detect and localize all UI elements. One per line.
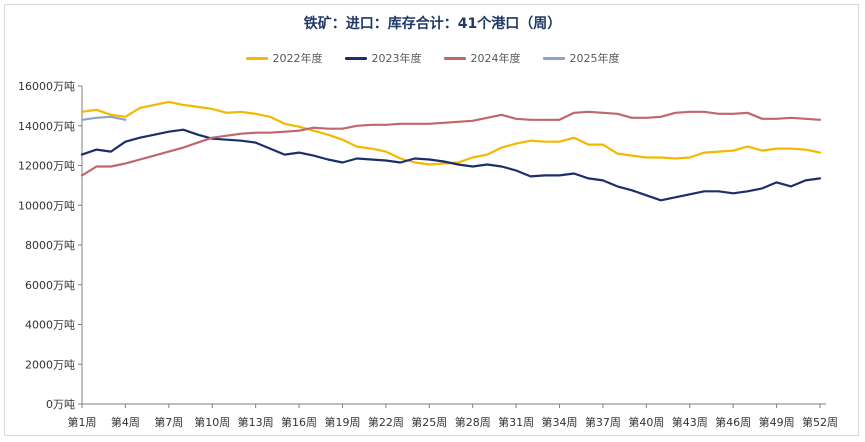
y-tick-label: 6000万吨 <box>25 279 75 292</box>
x-tick-label: 第37周 <box>585 415 621 429</box>
legend-item-2022[interactable]: 2022年度 <box>245 50 323 66</box>
series-line-2023年度[interactable] <box>80 128 822 202</box>
x-tick-label: 第31周 <box>498 415 534 429</box>
x-tick-label: 第4周 <box>111 415 140 429</box>
legend-item-2024[interactable]: 2024年度 <box>443 50 521 66</box>
legend-swatch-2022 <box>245 56 268 60</box>
x-tick-label: 第49周 <box>759 415 795 429</box>
x-tick-label: 第13周 <box>238 415 274 429</box>
x-tick-label: 第22周 <box>368 415 404 429</box>
series-line-2024年度[interactable] <box>80 110 822 177</box>
y-tick-label: 10000万吨 <box>18 199 75 212</box>
y-tick-label: 8000万吨 <box>25 239 75 252</box>
legend-label-2024: 2024年度 <box>470 52 521 65</box>
legend-label-2022: 2022年度 <box>272 52 323 65</box>
legend-label-2023: 2023年度 <box>371 52 422 65</box>
legend-swatch-2023 <box>344 56 367 60</box>
series-line-2025年度[interactable] <box>80 115 127 121</box>
x-tick-label: 第16周 <box>281 415 317 429</box>
chart-legend: 2022年度 2023年度 2024年度 2025年度 <box>0 50 865 66</box>
y-tick-label: 0万吨 <box>46 398 75 411</box>
x-tick-label: 第28周 <box>455 415 491 429</box>
legend-swatch-2025 <box>542 56 565 60</box>
y-tick-label: 12000万吨 <box>18 160 75 173</box>
x-tick-label: 第19周 <box>324 415 360 429</box>
x-tick-label: 第52周 <box>802 415 838 429</box>
legend-item-2025[interactable]: 2025年度 <box>542 50 620 66</box>
y-axis: 0万吨 2000万吨 4000万吨 6000万吨 8000万吨 10000万吨 12000万… <box>18 80 83 411</box>
chart-frame <box>4 4 859 436</box>
x-tick-label: 第10周 <box>194 415 230 429</box>
x-tick-label: 第25周 <box>411 415 447 429</box>
y-tick-label: 2000万吨 <box>25 358 75 371</box>
legend-swatch-2024 <box>443 56 466 60</box>
x-tick-label: 第34周 <box>542 415 578 429</box>
x-axis: 第1周 第4周 第7周 第10周 第13周 第16周 第19周 第22周 第25周 第28周 第31… <box>68 403 838 429</box>
y-tick-label: 4000万吨 <box>25 319 75 332</box>
legend-item-2023[interactable]: 2023年度 <box>344 50 422 66</box>
x-tick-label: 第46周 <box>715 415 751 429</box>
series-lines <box>80 100 822 202</box>
chart-title: 铁矿：进口：库存合计：41个港口（周） <box>303 16 562 32</box>
legend-label-2025: 2025年度 <box>569 52 620 65</box>
y-tick-label: 16000万吨 <box>18 80 75 93</box>
y-tick-label: 14000万吨 <box>18 120 75 133</box>
x-tick-label: 第1周 <box>68 415 97 429</box>
x-tick-label: 第43周 <box>672 415 708 429</box>
x-tick-label: 第40周 <box>628 415 664 429</box>
x-tick-label: 第7周 <box>154 415 183 429</box>
